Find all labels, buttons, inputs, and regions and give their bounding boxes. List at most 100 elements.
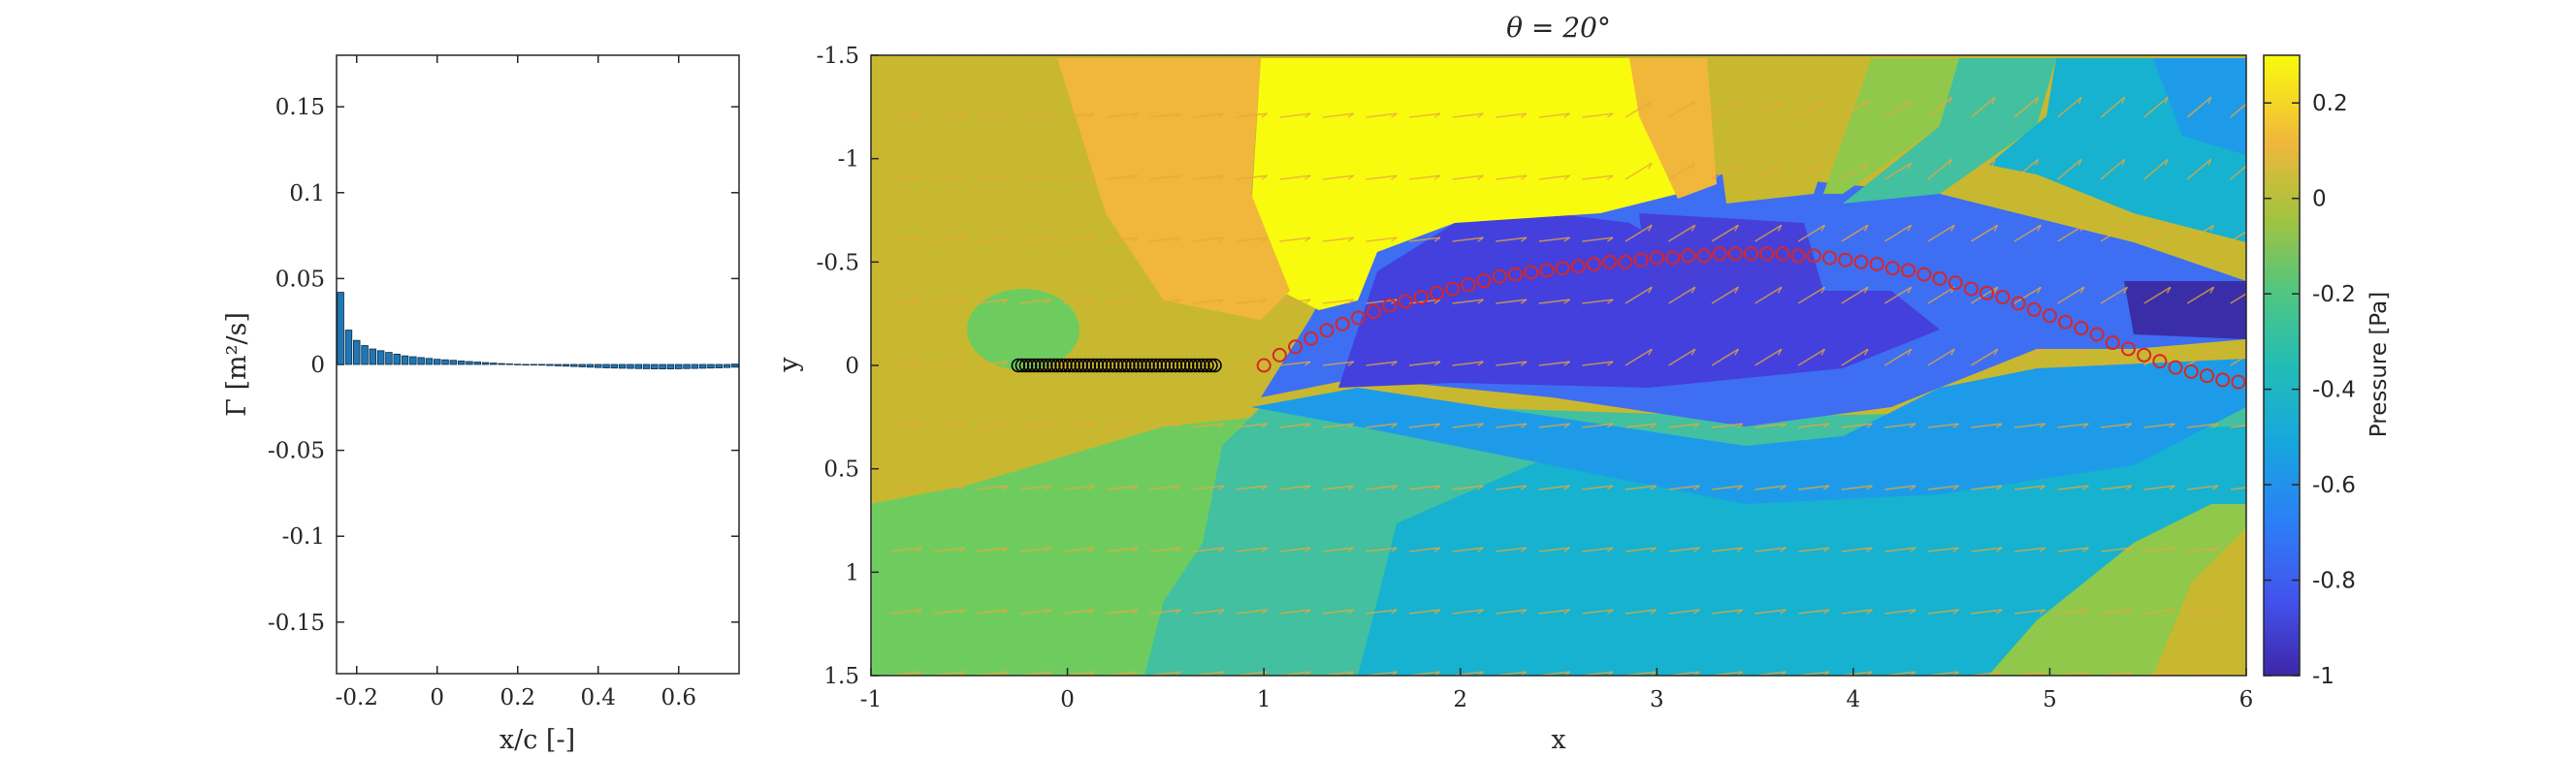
field-y-tick-label: -0.5 — [817, 250, 859, 275]
velocity-arrow — [1193, 423, 1225, 428]
velocity-arrow — [1755, 162, 1783, 180]
wake-point — [1790, 248, 1806, 264]
velocity-arrowhead — [1261, 174, 1268, 180]
velocity-arrow — [2187, 609, 2219, 615]
velocity-arrow — [1193, 299, 1225, 304]
velocity-arrowhead — [2256, 486, 2262, 489]
body-point — [1089, 358, 1105, 373]
velocity-arrow — [1755, 485, 1787, 490]
velocity-arrow — [1970, 158, 1996, 180]
velocity-arrow — [1668, 485, 1700, 490]
field-y-tick-label: 0.5 — [823, 457, 859, 483]
velocity-arrowhead — [1175, 485, 1181, 490]
velocity-arrow — [1927, 609, 1959, 615]
velocity-arrowhead — [1863, 224, 1869, 232]
velocity-arrowhead — [1952, 485, 1960, 490]
velocity-arrow — [977, 547, 1009, 552]
velocity-arrowhead — [1433, 299, 1441, 304]
velocity-arrowhead — [1991, 97, 1996, 105]
velocity-arrow — [1927, 286, 1955, 304]
velocity-arrowhead — [2207, 97, 2212, 105]
bar-y-tick-label: 0.15 — [275, 95, 325, 120]
velocity-arrowhead — [958, 361, 965, 366]
velocity-arrow — [2143, 609, 2175, 615]
contour-band — [1057, 58, 1290, 320]
velocity-arrowhead — [1822, 609, 1830, 615]
wake-point — [1602, 254, 1618, 269]
velocity-arrowhead — [2211, 547, 2219, 552]
velocity-arrowhead — [1734, 224, 1739, 232]
wake-point — [1932, 270, 1948, 286]
velocity-arrow — [1236, 299, 1268, 304]
velocity-arrow — [1408, 485, 1440, 490]
velocity-arrow — [1322, 299, 1354, 304]
velocity-arrowhead — [1045, 174, 1052, 180]
velocity-arrowhead — [1131, 485, 1139, 490]
field-x-tick-label: 3 — [1650, 687, 1664, 712]
velocity-arrow — [1193, 485, 1225, 490]
velocity-arrow — [1970, 348, 1999, 366]
velocity-arrow — [1797, 162, 1825, 180]
velocity-arrowhead — [1477, 174, 1484, 180]
wake-point — [1633, 252, 1649, 268]
velocity-arrowhead — [1648, 162, 1653, 170]
velocity-arrowhead — [1391, 112, 1398, 118]
velocity-arrow — [1408, 547, 1440, 552]
body-point — [1085, 358, 1101, 373]
velocity-arrowhead — [1949, 35, 1952, 42]
velocity-arrowhead — [1391, 174, 1398, 180]
pressure-colorbar: 0.2 0 -0.2 -0.4 -0.6 -0.8 -1 Pressure [Pa] — [2263, 54, 2392, 689]
field-x-tick-label: 4 — [1847, 687, 1861, 712]
velocity-arrow — [1106, 237, 1138, 242]
wake-point — [1681, 248, 1696, 264]
velocity-arrow — [1711, 100, 1739, 118]
velocity-arrowhead — [1909, 547, 1916, 552]
velocity-arrow — [1019, 299, 1051, 304]
velocity-arrow — [1755, 224, 1783, 242]
velocity-arrowhead — [1866, 609, 1873, 615]
velocity-arrowhead — [1088, 112, 1095, 118]
velocity-arrowhead — [1520, 112, 1528, 118]
velocity-arrowhead — [1433, 547, 1441, 552]
velocity-arrow — [1798, 609, 1830, 615]
velocity-arrow — [1279, 237, 1311, 242]
velocity-arrowhead — [1088, 174, 1095, 180]
velocity-arrow — [1322, 485, 1354, 490]
velocity-arrowhead — [1175, 299, 1181, 304]
velocity-arrowhead — [2211, 609, 2219, 615]
velocity-arrow — [2230, 55, 2233, 56]
velocity-arrowhead — [1131, 112, 1139, 118]
body-point — [1026, 358, 1042, 373]
velocity-arrow — [2143, 348, 2172, 366]
velocity-arrow — [1279, 485, 1311, 490]
velocity-arrow — [1236, 174, 1268, 180]
bar-y-tick-label: 0.05 — [275, 267, 325, 292]
velocity-arrowhead — [1477, 237, 1484, 242]
velocity-arrow — [1927, 96, 1952, 118]
colorbar-gradient — [2263, 54, 2301, 677]
velocity-arrow — [1279, 112, 1311, 118]
velocity-arrow — [1322, 609, 1354, 615]
velocity-arrow — [1625, 423, 1657, 428]
velocity-arrow — [1582, 112, 1614, 118]
velocity-arrow — [1408, 112, 1440, 118]
velocity-arrow — [1538, 547, 1570, 552]
velocity-arrowhead — [2079, 224, 2085, 232]
velocity-arrow — [1582, 361, 1614, 366]
wake-point — [1696, 248, 1712, 264]
velocity-arrow — [2057, 286, 2085, 304]
wake-point — [1382, 298, 1398, 313]
velocity-arrow — [1366, 609, 1398, 615]
body-point — [1183, 358, 1199, 373]
wake-point — [1744, 246, 1759, 262]
velocity-arrowhead — [1217, 609, 1225, 615]
body-point — [1160, 358, 1175, 373]
velocity-arrowhead — [1002, 112, 1009, 118]
velocity-arrowhead — [2078, 35, 2081, 42]
velocity-arrow — [1538, 361, 1570, 366]
velocity-arrowhead — [2082, 547, 2089, 552]
velocity-arrow — [1019, 237, 1051, 242]
body-point — [1050, 358, 1065, 373]
velocity-arrow — [1797, 100, 1825, 118]
velocity-arrowhead — [1477, 609, 1484, 615]
